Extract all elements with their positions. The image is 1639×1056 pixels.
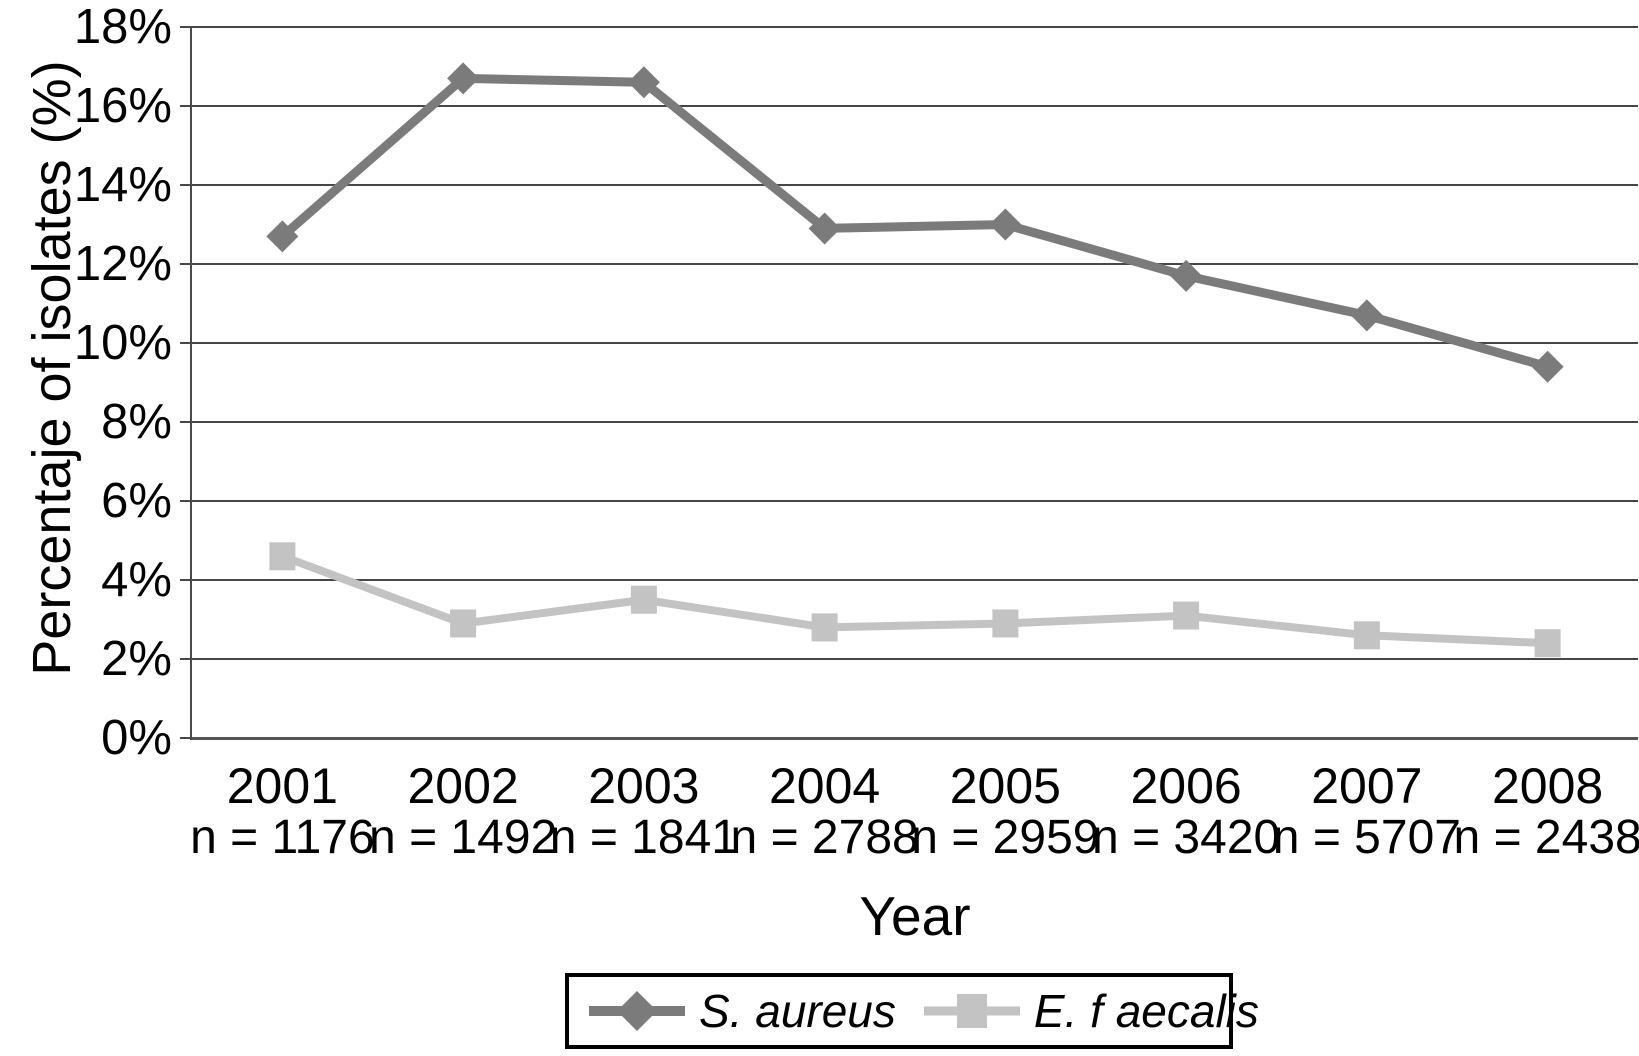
x-tick-label-year: 2008 xyxy=(1492,758,1604,814)
y-axis-tick xyxy=(180,26,192,28)
x-tick-label-year: 2004 xyxy=(769,758,881,814)
y-axis-tick xyxy=(180,737,192,739)
square-marker xyxy=(1353,621,1380,650)
y-axis-tick xyxy=(180,658,192,660)
diamond-marker xyxy=(989,208,1022,241)
square-marker xyxy=(1534,629,1561,658)
legend-label-e-faecalis: E. f aecalis xyxy=(1033,985,1259,1037)
x-tick-label-year: 2005 xyxy=(949,758,1061,814)
x-tick-label-n: n = 2788 xyxy=(730,811,919,864)
y-axis-line xyxy=(190,27,192,740)
gridline-18pct xyxy=(192,26,1638,28)
y-axis-tick xyxy=(180,184,192,186)
x-tick-label-n: n = 1176 xyxy=(190,811,375,864)
diamond-marker xyxy=(627,66,660,99)
x-tick-label-year: 2006 xyxy=(1130,758,1242,814)
y-tick-label: 4% xyxy=(101,553,172,607)
gridline-2pct xyxy=(192,658,1638,660)
y-tick-label: 14% xyxy=(73,158,172,212)
square-marker xyxy=(269,542,296,571)
diamond-marker xyxy=(1531,350,1564,383)
square-marker xyxy=(630,585,657,614)
x-tick-label-year: 2002 xyxy=(407,758,519,814)
x-tick-label-year: 2003 xyxy=(588,758,700,814)
diamond-marker xyxy=(447,62,480,95)
gridline-14pct xyxy=(192,184,1638,186)
gridline-8pct xyxy=(192,421,1638,423)
y-tick-label: 18% xyxy=(73,0,172,54)
square-marker xyxy=(992,609,1019,638)
y-axis-tick xyxy=(180,421,192,423)
gridline-6pct xyxy=(192,500,1638,502)
x-axis-title: Year xyxy=(859,885,971,947)
x-tick-label-n: n = 3420 xyxy=(1092,811,1281,864)
diamond-marker xyxy=(1170,259,1203,292)
y-axis-tick xyxy=(180,263,192,265)
square-marker xyxy=(1173,601,1200,630)
series-line-e-faecalis xyxy=(281,552,1548,648)
legend-square-marker-icon xyxy=(923,994,1020,1028)
gridline-4pct xyxy=(192,579,1638,581)
x-tick-label-n: n = 5707 xyxy=(1272,811,1461,864)
y-axis-tick xyxy=(180,579,192,581)
gridline-12pct xyxy=(192,263,1638,265)
series-plot xyxy=(266,62,1564,658)
diamond-marker xyxy=(808,212,841,245)
x-tick-label-n: n = 2959 xyxy=(911,811,1100,864)
x-tick-label-n: n = 2438 xyxy=(1453,811,1639,864)
y-tick-label: 0% xyxy=(101,711,172,765)
y-axis-tick xyxy=(180,500,192,502)
gridline-0pct xyxy=(192,737,1638,740)
x-tick-label-n: n = 1492 xyxy=(369,811,558,864)
y-tick-label: 2% xyxy=(101,632,172,686)
y-tick-label: 10% xyxy=(73,316,172,370)
plot-area xyxy=(180,26,1638,740)
y-tick-label: 16% xyxy=(73,79,172,133)
x-tick-label-year: 2007 xyxy=(1311,758,1423,814)
x-tick-label-year: 2001 xyxy=(226,758,338,814)
y-tick-label: 6% xyxy=(101,474,172,528)
y-tick-label: 12% xyxy=(73,237,172,291)
y-axis-tick xyxy=(180,105,192,107)
legend-diamond-marker-icon xyxy=(589,991,685,1031)
square-marker xyxy=(450,609,477,638)
legend-label-s-aureus: S. aureus xyxy=(699,985,896,1037)
series-line-s-aureus xyxy=(279,73,1549,372)
gridline-16pct xyxy=(192,105,1638,107)
diamond-marker xyxy=(1350,299,1383,332)
gridline-10pct xyxy=(192,342,1638,344)
x-tick-label-n: n = 1841 xyxy=(549,811,738,864)
square-marker xyxy=(811,613,838,642)
y-tick-label: 8% xyxy=(101,395,172,449)
diamond-marker xyxy=(266,220,299,253)
legend: S. aureus E. f aecalis xyxy=(565,973,1259,1049)
y-axis-tick xyxy=(180,342,192,344)
